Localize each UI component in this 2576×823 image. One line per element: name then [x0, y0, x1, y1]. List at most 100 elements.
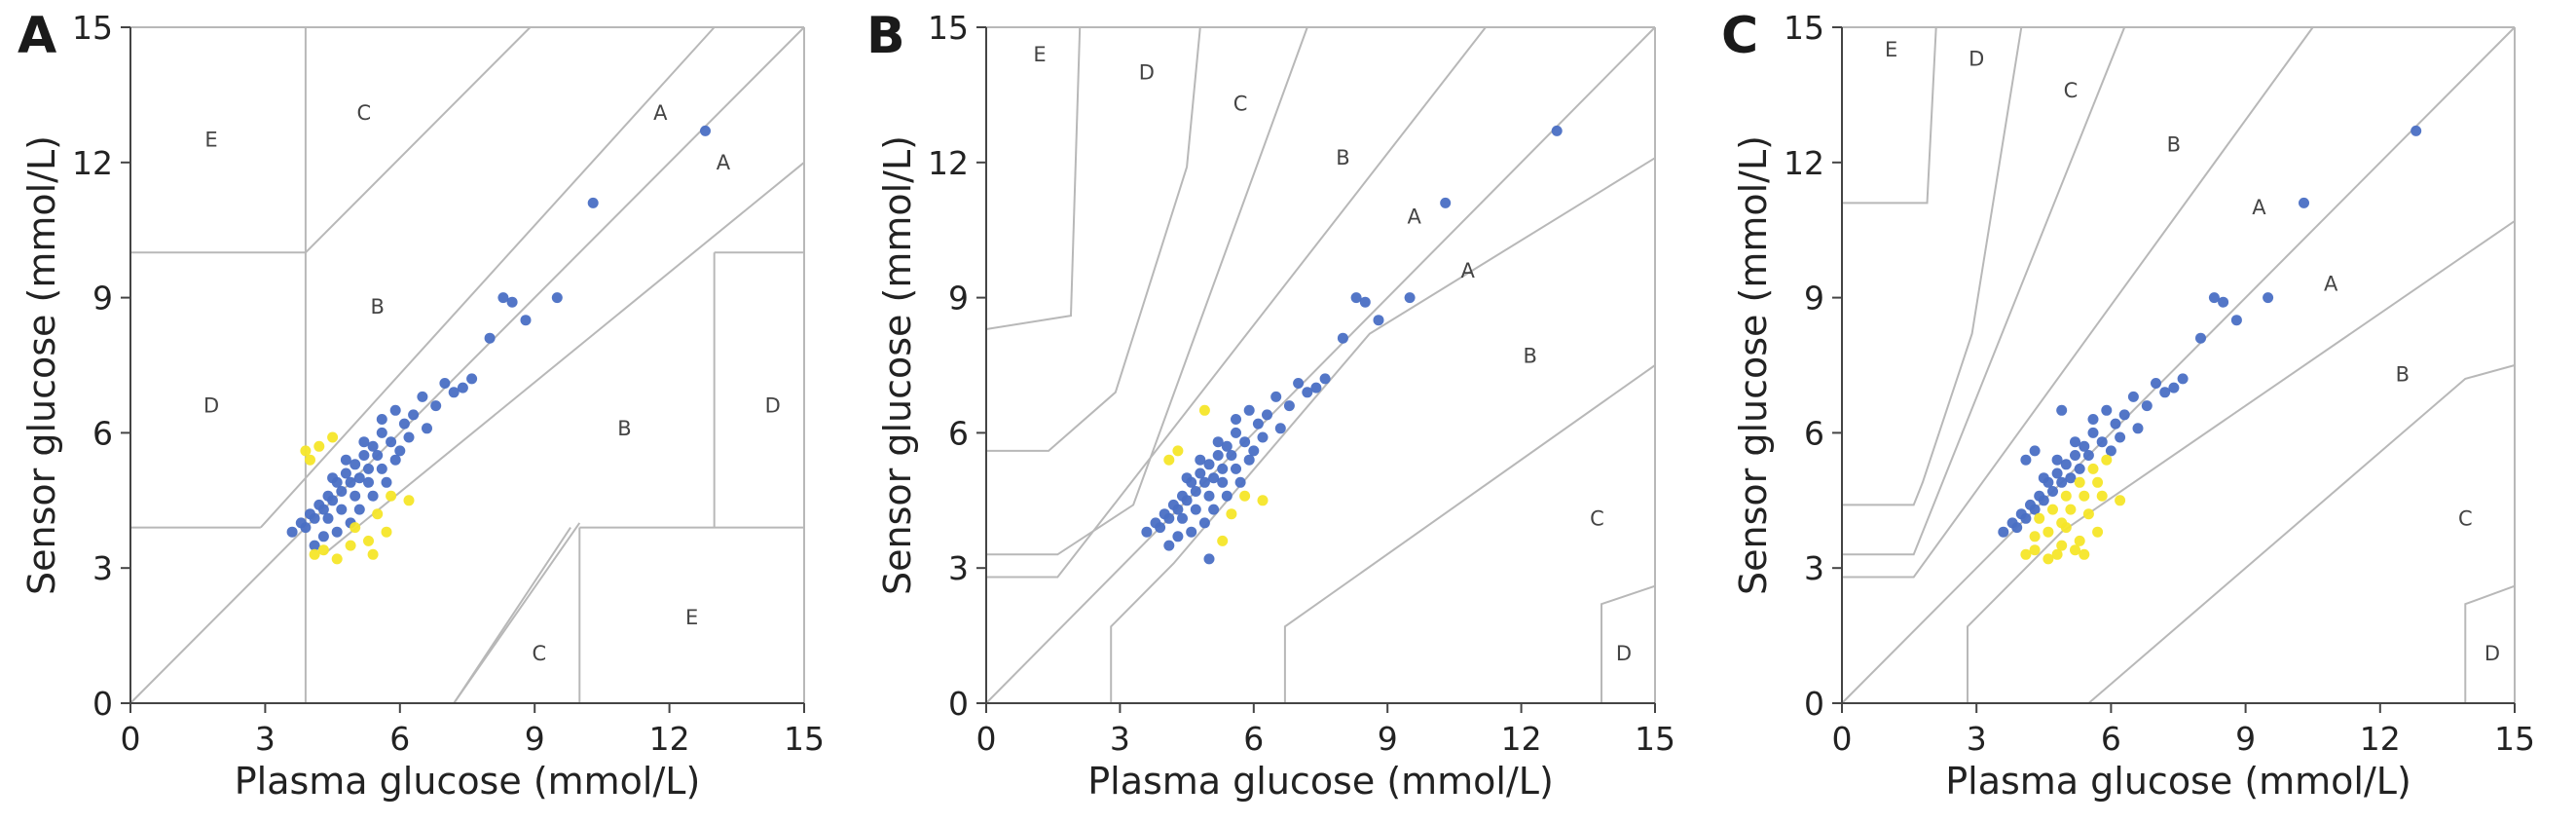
- data-point: [1177, 512, 1188, 524]
- data-point: [1302, 387, 1313, 398]
- x-tick-label: 9: [1378, 720, 1398, 758]
- data-point: [309, 548, 320, 560]
- zone-boundary-line: [1283, 364, 1656, 703]
- data-point: [1172, 445, 1184, 457]
- data-point: [2096, 490, 2108, 502]
- x-tick-label: 6: [1243, 720, 1264, 758]
- data-point: [363, 535, 374, 546]
- data-point: [417, 391, 428, 402]
- data-point: [2029, 445, 2041, 457]
- data-point: [331, 553, 343, 565]
- data-point: [363, 463, 374, 474]
- x-tick-label: 3: [1110, 720, 1130, 758]
- data-point: [398, 418, 410, 430]
- y-tick-label: 6: [1804, 414, 1824, 452]
- data-point: [1310, 382, 1322, 393]
- data-point: [2115, 495, 2126, 506]
- data-point: [1274, 423, 1286, 434]
- data-point: [2065, 472, 2077, 484]
- x-tick-label: 3: [255, 720, 276, 758]
- y-tick-label: 12: [1784, 144, 1824, 182]
- data-point: [1195, 468, 1206, 479]
- x-tick-label: 9: [525, 720, 545, 758]
- zone-label-c: C: [1590, 506, 1604, 530]
- data-point: [2051, 454, 2063, 466]
- data-point: [466, 373, 478, 385]
- data-point: [2092, 476, 2104, 488]
- zone-boundary-line: [985, 26, 1082, 330]
- data-point: [376, 414, 387, 425]
- data-point: [327, 431, 339, 443]
- data-point: [2060, 490, 2072, 502]
- data-point: [1283, 400, 1295, 412]
- data-point: [1212, 450, 1224, 461]
- data-point: [497, 292, 509, 304]
- zone-boundary-line: [305, 26, 532, 254]
- zone-label-c: C: [357, 101, 372, 125]
- data-point: [2110, 418, 2121, 430]
- data-point: [1217, 476, 1229, 488]
- data-point: [2101, 454, 2113, 466]
- y-tick-label: 0: [1804, 685, 1824, 723]
- data-point: [2087, 463, 2099, 474]
- data-point: [2056, 476, 2068, 488]
- x-tick-label: 12: [2360, 720, 2401, 758]
- data-point: [1186, 526, 1197, 538]
- zone-label-d: D: [1139, 60, 1155, 84]
- data-point: [2127, 391, 2139, 402]
- data-point: [2056, 404, 2068, 416]
- data-point: [1257, 431, 1269, 443]
- panel-b: B 0 3 6 9 12 15 0 3 6 9 12 15 Plasma glucose (mmol/L)…: [866, 7, 1675, 803]
- data-point: [1231, 427, 1241, 438]
- data-point: [1359, 296, 1371, 308]
- data-point: [1163, 540, 1175, 551]
- data-point: [1159, 508, 1170, 520]
- data-point: [2038, 472, 2049, 484]
- data-point: [1198, 476, 1210, 488]
- y-tick-label: 12: [72, 144, 113, 182]
- data-point: [317, 544, 329, 556]
- data-point: [2025, 499, 2036, 510]
- data-point: [358, 450, 370, 461]
- series-0: [286, 125, 711, 551]
- data-point: [1150, 517, 1161, 529]
- zone-boundary-line: [1842, 26, 2126, 556]
- zone-boundary-line: [1841, 26, 2516, 704]
- series-0: [1141, 125, 1563, 565]
- x-tick-label: 3: [1967, 720, 1987, 758]
- data-point: [340, 454, 351, 466]
- zone-label-b: B: [1524, 345, 1537, 368]
- data-point: [340, 468, 351, 479]
- zone-label-e: E: [204, 129, 217, 152]
- data-point: [484, 332, 496, 344]
- zone-boundary-line: [1842, 26, 2023, 506]
- data-point: [2034, 512, 2045, 524]
- data-point: [1252, 418, 1264, 430]
- data-point: [309, 540, 320, 551]
- data-point: [1167, 499, 1179, 510]
- data-point: [2042, 526, 2054, 538]
- panel-a: A 0 3 6 9 12 15 0 3 6 9 12 15 Plasma glucose (mmol/L)…: [18, 7, 825, 803]
- x-tick-label: 15: [784, 720, 825, 758]
- data-point: [1212, 436, 1224, 448]
- x-axis-title: Plasma glucose (mmol/L): [1087, 760, 1554, 803]
- data-point: [331, 526, 343, 538]
- zone-label-a: A: [2252, 196, 2266, 219]
- data-point: [2079, 548, 2090, 560]
- zone-label-e: E: [1033, 43, 1046, 66]
- data-point: [700, 125, 711, 136]
- data-point: [1203, 490, 1215, 502]
- panel-letter: A: [18, 7, 56, 65]
- data-point: [1262, 409, 1272, 421]
- data-point: [448, 387, 460, 398]
- data-point: [2006, 517, 2018, 529]
- data-point: [587, 197, 599, 208]
- zone-label-a: A: [717, 151, 731, 174]
- data-point: [2047, 504, 2058, 515]
- data-point: [439, 378, 451, 389]
- data-point: [403, 431, 415, 443]
- data-point: [430, 400, 442, 412]
- data-point: [286, 526, 298, 538]
- x-tick-label: 6: [2101, 720, 2121, 758]
- y-tick-label: 12: [928, 144, 969, 182]
